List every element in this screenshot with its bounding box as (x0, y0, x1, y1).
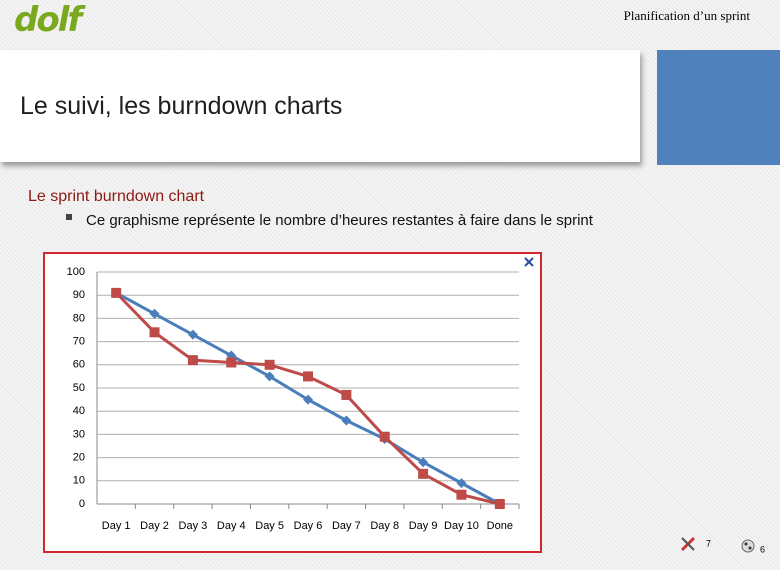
bullet: Ce graphisme représente le nombre d’heur… (86, 212, 593, 229)
page-number: 6 (760, 544, 765, 554)
marker (149, 308, 160, 319)
x-tick-label: Day 8 (370, 520, 399, 532)
logo: dolf (14, 0, 82, 40)
title: Le suivi, les burndown charts (20, 92, 343, 120)
marker (303, 394, 313, 405)
x-tick-label: Done (487, 520, 513, 532)
marker (264, 359, 275, 370)
x-tick-label: Day 9 (409, 520, 438, 532)
marker (494, 499, 505, 509)
x-tick-label: Day 3 (179, 520, 208, 532)
x-tick-label: Day 1 (102, 520, 131, 532)
heading: Le sprint burndown chart (28, 188, 205, 205)
marker (303, 371, 313, 382)
marker (264, 371, 275, 382)
marker (456, 489, 467, 500)
page-number: 7 (706, 538, 711, 548)
y-tick-label: 70 (73, 336, 85, 348)
x-tick-label: Day 5 (255, 520, 284, 532)
topic: Planification d’un sprint (623, 8, 750, 23)
marker (149, 327, 160, 338)
marker (341, 415, 352, 426)
y-tick-label: 40 (73, 405, 85, 417)
y-tick-label: 60 (73, 359, 85, 371)
x-tick-label: Day 7 (332, 520, 361, 532)
y-tick-label: 10 (73, 475, 85, 487)
marker (418, 457, 429, 468)
marker (418, 468, 429, 479)
marker (187, 355, 198, 366)
title-band (0, 50, 640, 162)
footer-icon (680, 536, 696, 552)
y-tick-label: 30 (73, 428, 85, 440)
y-tick-label: 20 (73, 452, 85, 464)
footer-icon (741, 539, 755, 553)
y-tick-label: 80 (73, 312, 85, 324)
marker (456, 478, 467, 489)
close-icon (524, 257, 534, 267)
bullet-marker (66, 214, 72, 220)
marker (341, 389, 352, 400)
x-tick-label: Day 6 (294, 520, 323, 532)
accent-block (657, 50, 780, 165)
x-tick-label: Day 2 (140, 520, 169, 532)
x-tick-label: Day 10 (444, 520, 479, 532)
x-tick-label: Day 4 (217, 520, 246, 532)
marker (226, 357, 237, 368)
y-tick-label: 90 (73, 289, 85, 301)
y-tick-label: 100 (67, 266, 85, 278)
marker (111, 287, 122, 298)
marker (187, 329, 198, 340)
y-tick-label: 0 (79, 498, 85, 510)
marker (379, 431, 390, 442)
y-tick-label: 50 (73, 382, 85, 394)
